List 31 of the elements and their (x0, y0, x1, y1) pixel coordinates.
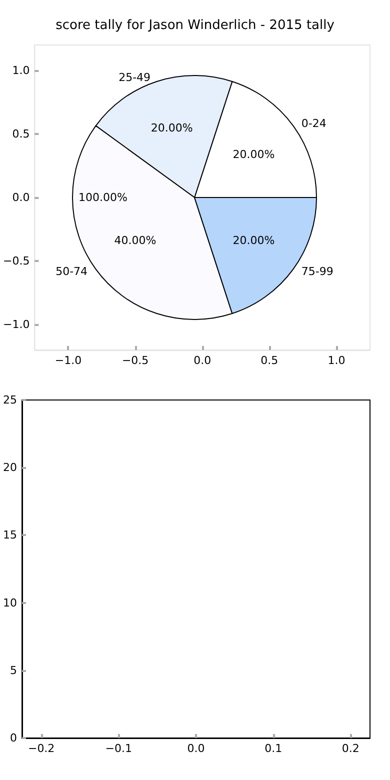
slice-label: 75-99 (301, 265, 334, 278)
x-tick-label: 0.1 (264, 742, 282, 755)
x-tick-label: −1.0 (54, 354, 82, 367)
x-tick-label: 0.2 (342, 742, 360, 755)
y-tick-label: 0 (10, 732, 17, 744)
y-tick-label: 0.5 (12, 127, 30, 140)
chart-title: score tally for Jason Winderlich - 2015 tally (56, 18, 335, 33)
x-tick-label: 0.0 (194, 354, 212, 367)
x-tick-label: −0.2 (28, 742, 55, 755)
annotation: 100.00% (78, 191, 128, 204)
y-tick-label: 20 (2, 461, 17, 474)
y-tick-label: −0.5 (2, 254, 30, 268)
y-tick-label: 10 (2, 596, 17, 610)
y-tick-label: 5 (10, 664, 17, 677)
slice-label: 50-74 (56, 265, 88, 278)
y-tick-label: 0.0 (12, 191, 30, 204)
x-tick-label: 1.0 (328, 354, 346, 367)
x-tick-label: 0.5 (260, 354, 278, 367)
slice-label: 25-49 (118, 71, 151, 84)
x-tick-label: 0.0 (187, 742, 205, 755)
data-label: 20.00% (232, 234, 275, 248)
y-tick-label: 15 (2, 528, 17, 542)
x-tick-label: −0.5 (122, 354, 149, 367)
x-tick-label: −0.1 (105, 742, 132, 755)
y-tick-label: 1.0 (12, 64, 30, 77)
data-label: 20.00% (232, 148, 275, 161)
data-label: 20.00% (150, 121, 193, 134)
slice-label: 0-24 (301, 116, 326, 130)
data-label: 40.00% (114, 234, 156, 248)
y-tick-label: 25 (2, 394, 17, 406)
y-tick-label: −1.0 (2, 318, 30, 332)
